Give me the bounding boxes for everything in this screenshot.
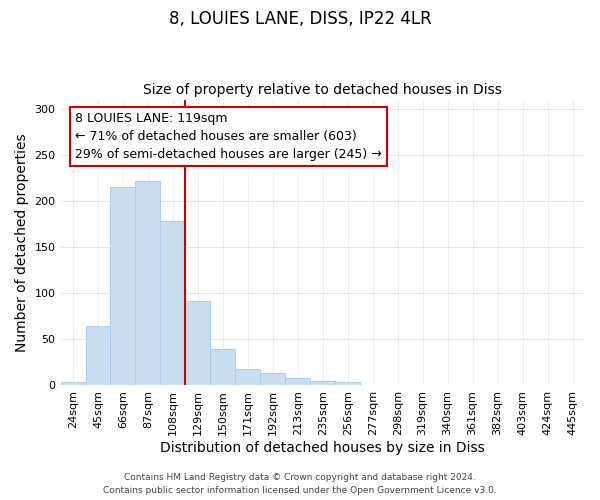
Bar [286, 378, 310, 386]
Bar [110, 187, 136, 386]
X-axis label: Distribution of detached houses by size in Diss: Distribution of detached houses by size … [160, 441, 485, 455]
Bar [310, 381, 335, 386]
Bar [260, 372, 286, 386]
Bar [86, 326, 110, 386]
Bar [211, 350, 235, 386]
Bar [136, 180, 160, 386]
Bar [335, 382, 360, 386]
Bar [385, 384, 410, 386]
Bar [160, 222, 185, 386]
Title: Size of property relative to detached houses in Diss: Size of property relative to detached ho… [143, 83, 502, 97]
Bar [560, 384, 585, 386]
Y-axis label: Number of detached properties: Number of detached properties [15, 133, 29, 352]
Text: 8 LOUIES LANE: 119sqm
← 71% of detached houses are smaller (603)
29% of semi-det: 8 LOUIES LANE: 119sqm ← 71% of detached … [75, 112, 382, 160]
Bar [235, 369, 260, 386]
Bar [185, 300, 211, 386]
Text: Contains HM Land Registry data © Crown copyright and database right 2024.
Contai: Contains HM Land Registry data © Crown c… [103, 474, 497, 495]
Bar [61, 382, 86, 386]
Text: 8, LOUIES LANE, DISS, IP22 4LR: 8, LOUIES LANE, DISS, IP22 4LR [169, 10, 431, 28]
